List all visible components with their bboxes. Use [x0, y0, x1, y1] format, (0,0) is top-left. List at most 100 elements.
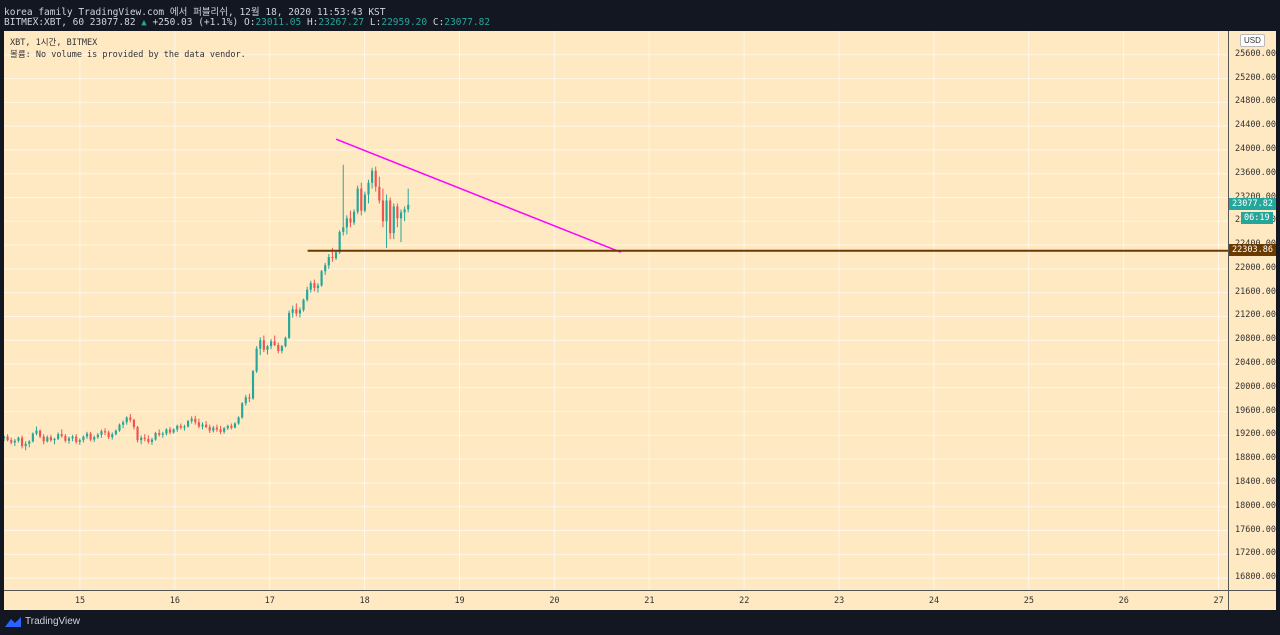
- candle-body: [338, 232, 341, 253]
- candle-body: [230, 425, 233, 428]
- high-label: H:: [306, 17, 319, 28]
- last-price-tag: 23077.82: [1229, 197, 1276, 210]
- price-axis[interactable]: 16800.00 17200.00 17600.00 18000.00 18400.00…: [1228, 31, 1276, 590]
- candle-body: [190, 418, 193, 422]
- candle-body: [96, 434, 99, 438]
- candle-body: [57, 434, 60, 439]
- candle-body: [298, 309, 302, 314]
- low-value: 22959.20: [381, 17, 428, 28]
- price-tick-label: 16800.00: [1235, 572, 1276, 583]
- candle-body: [403, 209, 406, 213]
- price-tick-label: 24000.00: [1235, 143, 1276, 154]
- candle-body: [219, 429, 222, 432]
- symbol-ohlc-line: BITMEX:XBT, 60 23077.82 ▲ +250.03 (+1.1%…: [4, 17, 490, 28]
- candle-body: [4, 436, 6, 439]
- candle-body: [241, 403, 244, 418]
- candle-body: [363, 194, 366, 211]
- candle-body: [136, 427, 139, 441]
- candle-body: [172, 429, 175, 433]
- candle-body: [24, 443, 27, 447]
- candle-body: [28, 441, 31, 444]
- candle-body: [67, 438, 71, 441]
- price-tick-label: 19600.00: [1235, 405, 1276, 416]
- candle-body: [154, 433, 157, 440]
- candle-body: [381, 200, 385, 222]
- price-tick-label: 23600.00: [1235, 167, 1276, 178]
- candle-body: [114, 430, 117, 435]
- candle-body: [237, 417, 240, 424]
- candle-body: [302, 299, 305, 310]
- candle-body: [179, 425, 182, 428]
- price-change: +250.03 (+1.1%): [152, 17, 239, 28]
- candle-body: [147, 438, 150, 442]
- publish-info: korea_family TradingView.com 에서 퍼블리쉬, 12…: [4, 7, 386, 18]
- chart-header: korea_family TradingView.com 에서 퍼블리쉬, 12…: [0, 0, 1280, 31]
- trendline[interactable]: [335, 138, 622, 253]
- candle-body: [248, 397, 251, 399]
- candle-body: [89, 433, 92, 440]
- candle-body: [356, 188, 359, 212]
- candle-body: [255, 348, 258, 372]
- footer: TradingView: [0, 610, 1280, 635]
- time-axis[interactable]: 15 16 17 18 19 20 21 22 23 24 25 26 27: [4, 590, 1228, 610]
- candle-body: [122, 422, 125, 425]
- candle-body: [226, 425, 229, 429]
- candle-body: [269, 341, 273, 347]
- price-tick-label: 18400.00: [1235, 476, 1276, 487]
- close-value: 23077.82: [444, 17, 491, 28]
- tradingview-logo[interactable]: TradingView: [5, 616, 80, 627]
- up-triangle-icon: ▲: [141, 18, 147, 28]
- price-tick-label: 20400.00: [1235, 358, 1276, 369]
- time-tick-label: 16: [169, 596, 181, 606]
- candle-body: [385, 200, 388, 222]
- time-tick-label: 27: [1213, 596, 1224, 606]
- chart-pane[interactable]: XBT, 1시간, BITMEX 볼륨: No volume is provid…: [4, 31, 1228, 590]
- countdown-tag: 06:19: [1241, 211, 1273, 224]
- candle-body: [392, 206, 395, 234]
- candle-body: [125, 417, 128, 423]
- candle-body: [158, 433, 161, 435]
- candle-body: [107, 432, 110, 438]
- candle-body: [194, 418, 197, 423]
- tradingview-logo-icon: [5, 616, 21, 627]
- candle-body: [284, 337, 287, 347]
- candle-body: [316, 285, 320, 288]
- candle-body: [35, 430, 38, 434]
- candle-body: [399, 212, 403, 219]
- time-tick-label: 23: [833, 596, 845, 606]
- candle-body: [49, 437, 52, 441]
- time-tick-label: 18: [359, 596, 370, 606]
- candle-body: [251, 371, 255, 399]
- candle-body: [396, 206, 399, 219]
- time-tick-label: 17: [264, 596, 275, 606]
- candle-body: [378, 186, 381, 201]
- candle-body: [334, 252, 338, 259]
- candle-body: [371, 170, 374, 183]
- price-tick-label: 24400.00: [1235, 120, 1276, 131]
- time-tick-label: 25: [1023, 596, 1034, 606]
- price-tick-label: 21200.00: [1235, 310, 1276, 321]
- countdown-value: 06:19: [1244, 212, 1270, 223]
- candle-body: [266, 346, 269, 350]
- candle-body: [10, 440, 13, 443]
- candle-body: [280, 346, 283, 351]
- price-tick-label: 17600.00: [1235, 524, 1276, 535]
- candle-body: [20, 437, 24, 447]
- candlestick-chart[interactable]: [4, 31, 1228, 590]
- price-tick-label: 20000.00: [1235, 381, 1276, 392]
- candle-body: [205, 424, 208, 428]
- candle-body: [71, 436, 74, 439]
- candle-body: [313, 283, 316, 288]
- candle-body: [389, 200, 392, 234]
- price-tick-label: 23200.00: [1235, 191, 1276, 202]
- horizontal-line-value: 22303.86: [1232, 244, 1273, 255]
- candle-body: [327, 256, 330, 266]
- candle-body: [208, 427, 211, 431]
- currency-button[interactable]: USD: [1240, 34, 1265, 47]
- candle-body: [233, 423, 237, 428]
- candle-body: [295, 309, 298, 314]
- candle-body: [165, 429, 168, 434]
- time-tick-label: 24: [928, 596, 940, 606]
- price-tick-label: 21600.00: [1235, 286, 1276, 297]
- candle-body: [82, 436, 85, 441]
